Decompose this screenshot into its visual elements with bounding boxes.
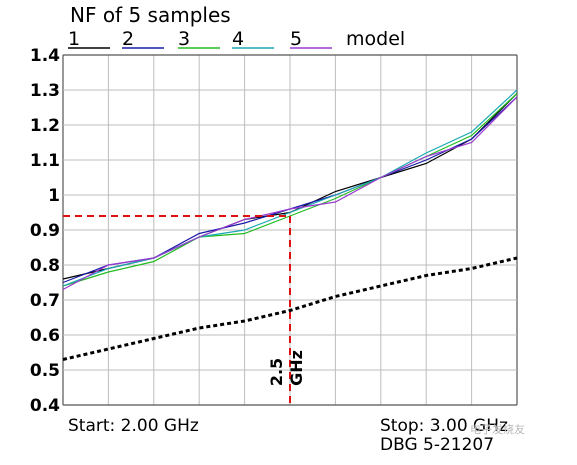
watermark: 电子发烧友: [470, 422, 525, 436]
series-line-4: [62, 89, 518, 287]
y-tick-label: 1.1: [30, 151, 60, 171]
legend-label: 2: [122, 28, 134, 50]
legend-label: 3: [178, 28, 190, 50]
y-axis: 1.4 1.3 1.2 1.1 1 0.9 0.8 0.7 0.6 0.5 0.4: [30, 46, 60, 416]
legend-label: 1: [68, 28, 80, 50]
marker-frequency-unit: GHz: [287, 350, 306, 386]
y-tick-label: 0.4: [30, 396, 60, 416]
dbg-label: DBG 5-21207: [380, 435, 494, 455]
start-label: Start: 2.00 GHz: [68, 416, 199, 436]
marker-group: 2.5 GHz: [63, 215, 306, 405]
marker-frequency-value: 2.5: [267, 358, 286, 386]
y-tick-label: 1.4: [30, 46, 60, 66]
y-tick-label: 1: [48, 186, 60, 206]
y-tick-label: 0.7: [30, 291, 60, 311]
y-tick-label: 0.5: [30, 361, 60, 381]
legend-label: 5: [290, 28, 302, 50]
legend: 1 2 3 4 5 model: [68, 28, 405, 50]
y-tick-label: 1.3: [30, 81, 60, 101]
chart-title: NF of 5 samples: [70, 3, 231, 27]
stop-label: Stop: 3.00 GHz: [380, 416, 508, 436]
y-tick-label: 0.6: [30, 326, 60, 346]
y-tick-label: 0.8: [30, 256, 60, 276]
y-tick-label: 1.2: [30, 116, 60, 136]
series-line-5: [62, 96, 518, 291]
y-tick-label: 0.9: [30, 221, 60, 241]
legend-label: model: [346, 28, 405, 50]
grid: [62, 54, 518, 406]
series-line-model: [62, 256, 518, 361]
legend-label: 4: [232, 28, 244, 50]
